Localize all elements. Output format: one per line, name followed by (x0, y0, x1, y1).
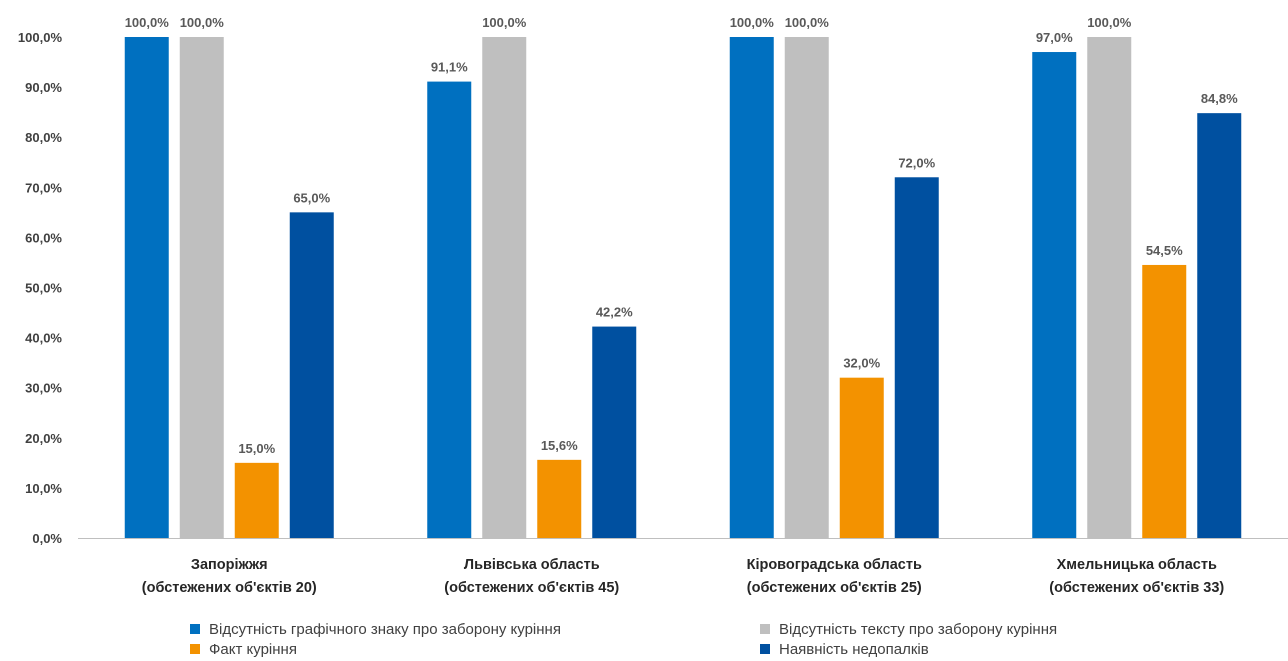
legend-swatch-smoking-fact (190, 644, 200, 654)
data-label: 91,1% (431, 60, 468, 75)
data-label: 100,0% (180, 15, 225, 30)
data-label: 84,8% (1201, 91, 1238, 106)
data-label: 42,2% (596, 305, 633, 320)
data-label: 54,5% (1146, 243, 1183, 258)
bar (1197, 113, 1242, 538)
data-label: 100,0% (730, 15, 775, 30)
bar (784, 37, 829, 538)
category-label-sub: (обстежених об'єктів 33) (1049, 580, 1224, 596)
data-label: 15,6% (541, 438, 578, 453)
y-tick-label: 100,0% (18, 30, 63, 45)
data-label: 72,0% (898, 155, 935, 170)
y-tick-label: 30,0% (25, 381, 62, 396)
category-label: Кіровоградська область (747, 557, 922, 573)
legend-label-graphic-sign: Відсутність графічного знаку про заборон… (209, 621, 561, 638)
bar (537, 459, 582, 538)
data-label: 100,0% (125, 15, 170, 30)
category-label-sub: (обстежених об'єктів 45) (444, 580, 619, 596)
legend-item-smoking-fact: Факт куріння (190, 641, 297, 658)
data-label: 100,0% (785, 15, 830, 30)
y-tick-label: 60,0% (25, 230, 62, 245)
legend-label-cigarette-butts: Наявність недопалків (779, 641, 929, 658)
legend-label-smoking-fact: Факт куріння (209, 641, 297, 658)
bar (427, 81, 472, 539)
legend-swatch-text-notice (760, 624, 770, 634)
category-label-sub: (обстежених об'єктів 20) (142, 580, 317, 596)
data-label: 100,0% (482, 15, 527, 30)
legend-label-text-notice: Відсутність тексту про заборону куріння (779, 621, 1058, 638)
bar (729, 37, 774, 538)
category-label: Львівська область (464, 557, 600, 573)
data-label: 32,0% (843, 356, 880, 371)
category-label: Хмельницька область (1057, 557, 1217, 573)
bar (482, 37, 527, 538)
bar (592, 326, 637, 538)
y-tick-label: 70,0% (25, 180, 62, 195)
y-tick-label: 20,0% (25, 431, 62, 446)
category-label: Запоріжжя (191, 557, 268, 573)
data-label: 15,0% (238, 441, 275, 456)
legend-swatch-cigarette-butts (760, 644, 770, 654)
y-tick-label: 40,0% (25, 331, 62, 346)
bar (179, 37, 224, 538)
bar (124, 37, 169, 538)
data-label: 100,0% (1087, 15, 1132, 30)
data-label: 65,0% (293, 190, 330, 205)
bar (234, 462, 279, 538)
bar (289, 212, 334, 538)
y-tick-label: 0,0% (32, 531, 62, 546)
legend-item-text-notice: Відсутність тексту про заборону куріння (760, 621, 1057, 638)
y-tick-label: 80,0% (25, 130, 62, 145)
y-tick-label: 90,0% (25, 80, 62, 95)
bar (1142, 264, 1187, 538)
legend-item-cigarette-butts: Наявність недопалків (760, 641, 929, 658)
bar (1087, 37, 1132, 538)
bar (839, 377, 884, 538)
bar (894, 177, 939, 538)
bar (1032, 52, 1077, 538)
legend-swatch-graphic-sign (190, 624, 200, 634)
data-label: 97,0% (1036, 30, 1073, 45)
category-label-sub: (обстежених об'єктів 25) (747, 580, 922, 596)
y-tick-label: 10,0% (25, 481, 62, 496)
y-tick-label: 50,0% (25, 281, 62, 296)
legend-item-graphic-sign: Відсутність графічного знаку про заборон… (190, 621, 561, 638)
